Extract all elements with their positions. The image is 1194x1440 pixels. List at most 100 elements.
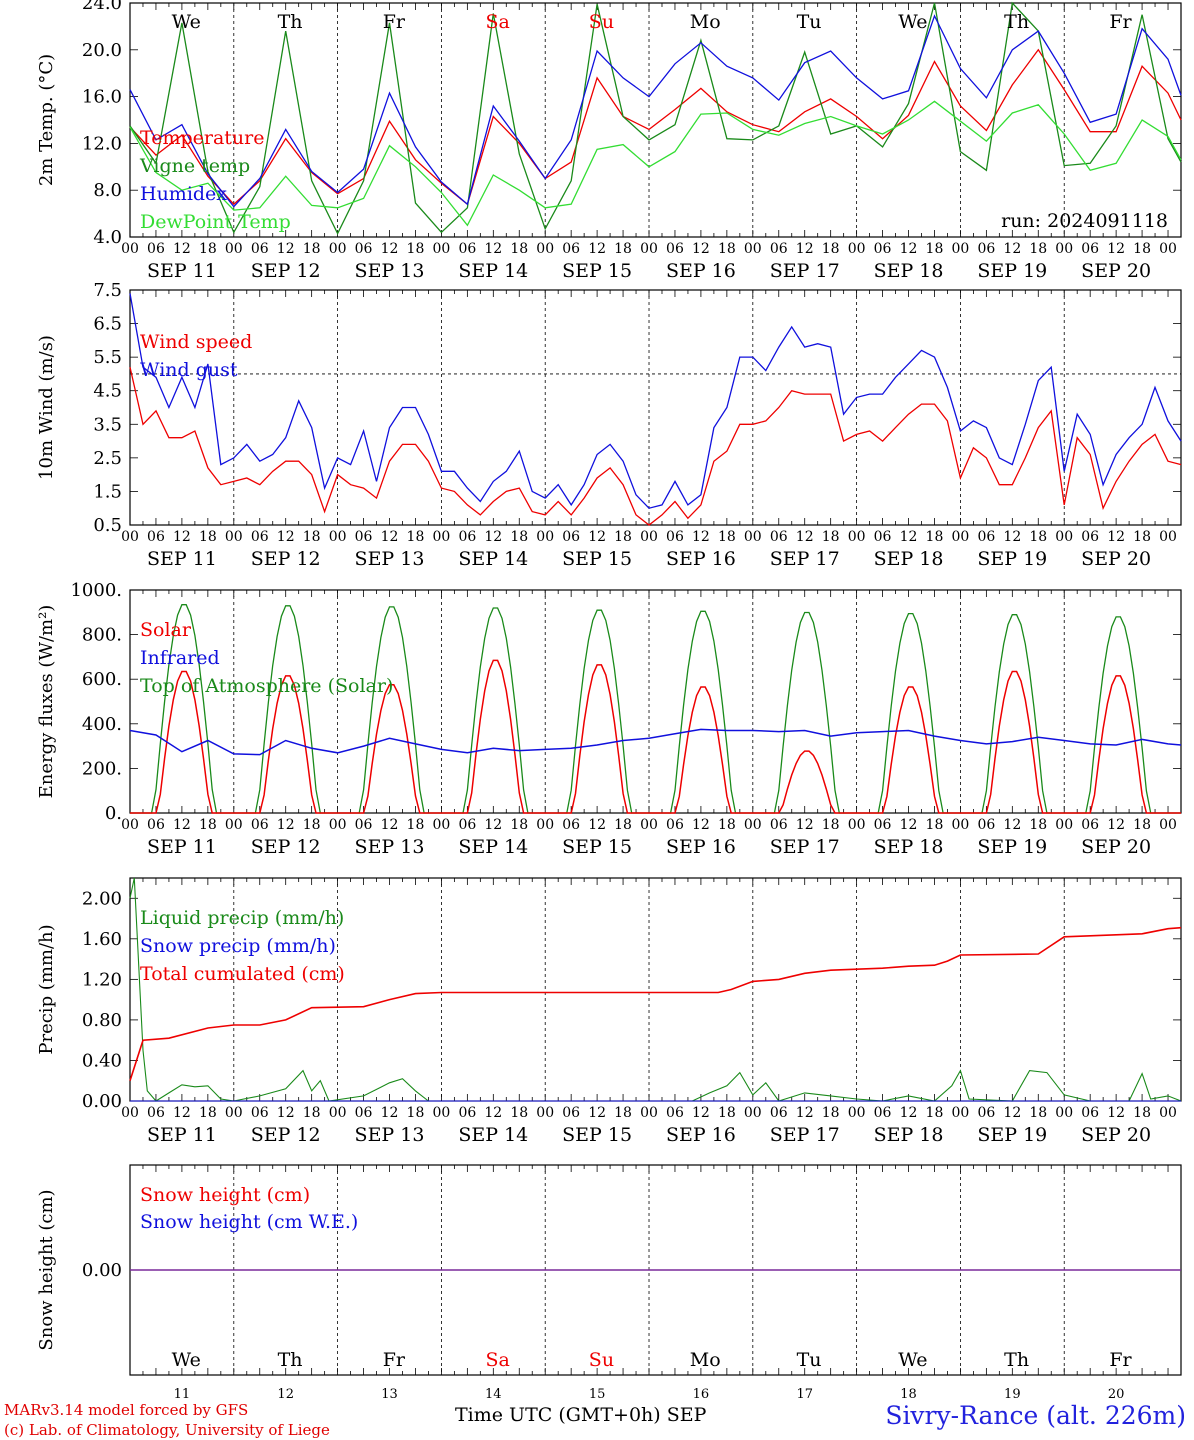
precip-hour-label: 18 xyxy=(822,1105,840,1121)
temp-day-label: We xyxy=(898,11,927,33)
snow-day-label: Th xyxy=(1004,1349,1029,1371)
snow-day-label: Su xyxy=(589,1349,614,1371)
wind-date-label: SEP 17 xyxy=(770,548,840,570)
energy-hour-label: 18 xyxy=(1029,817,1047,833)
energy-hour-label: 06 xyxy=(251,817,269,833)
wind-y-axis-label: 10m Wind (m/s) xyxy=(36,335,57,480)
snow-day-number: 17 xyxy=(796,1387,813,1402)
wind-hour-label: 12 xyxy=(484,529,502,545)
precip-y-tick-label: 0.80 xyxy=(82,1010,122,1031)
energy-y-tick-label: 600. xyxy=(82,669,122,690)
wind-hour-label: 06 xyxy=(251,529,269,545)
temp-day-label: Th xyxy=(1004,11,1029,33)
temp-hour-label: 18 xyxy=(718,241,736,257)
energy-hour-label: 06 xyxy=(977,817,995,833)
precip-date-label: SEP 16 xyxy=(666,1124,736,1146)
temp-legend-entry: Vigne temp xyxy=(139,155,250,177)
snow-day-label: Fr xyxy=(383,1349,406,1371)
energy-hour-label: 18 xyxy=(926,817,944,833)
wind-date-label: SEP 20 xyxy=(1081,548,1151,570)
wind-hour-label: 00 xyxy=(536,529,554,545)
temp-hour-label: 06 xyxy=(874,241,892,257)
energy-hour-label: 06 xyxy=(770,817,788,833)
wind-hour-label: 18 xyxy=(407,529,425,545)
energy-hour-label: 00 xyxy=(952,817,970,833)
energy-date-label: SEP 20 xyxy=(1081,836,1151,858)
precip-date-label: SEP 13 xyxy=(355,1124,425,1146)
energy-date-label: SEP 11 xyxy=(147,836,217,858)
energy-hour-label: 06 xyxy=(355,817,373,833)
temp-hour-label: 00 xyxy=(952,241,970,257)
temp-series-lightgreen xyxy=(129,100,1182,227)
energy-y-axis-label: Energy fluxes (W/m²) xyxy=(36,605,57,799)
temp-day-label: Th xyxy=(278,11,303,33)
wind-y-tick-label: 1.5 xyxy=(93,481,122,502)
wind-hour-label: 00 xyxy=(432,529,450,545)
precip-hour-label: 06 xyxy=(355,1105,373,1121)
energy-hour-label: 06 xyxy=(147,817,165,833)
temp-hour-label: 12 xyxy=(173,241,191,257)
snow-y-tick-label: 0.00 xyxy=(82,1260,122,1281)
wind-date-label: SEP 14 xyxy=(458,548,528,570)
temp-day-label: Fr xyxy=(383,11,406,33)
energy-hour-label: 18 xyxy=(199,817,217,833)
energy-legend-entry: Infrared xyxy=(140,647,220,669)
energy-date-label: SEP 15 xyxy=(562,836,632,858)
energy-hour-label: 12 xyxy=(588,817,606,833)
energy-series-solar xyxy=(130,659,1181,814)
precip-legend-entry: Snow precip (mm/h) xyxy=(140,935,336,957)
wind-hour-label: 18 xyxy=(822,529,840,545)
wind-hour-label: 06 xyxy=(770,529,788,545)
temp-date-label: SEP 15 xyxy=(562,260,632,282)
precip-hour-label: 18 xyxy=(926,1105,944,1121)
wind-hour-label: 12 xyxy=(1003,529,1021,545)
temp-date-label: SEP 14 xyxy=(458,260,528,282)
wind-hour-label: 06 xyxy=(666,529,684,545)
temp-y-axis-label: 2m Temp. (°C) xyxy=(36,54,57,186)
precip-hour-label: 12 xyxy=(796,1105,814,1121)
precip-hour-label: 06 xyxy=(562,1105,580,1121)
energy-date-label: SEP 19 xyxy=(977,836,1047,858)
energy-hour-label: 06 xyxy=(666,817,684,833)
precip-hour-label: 06 xyxy=(1081,1105,1099,1121)
precip-hour-label: 00 xyxy=(848,1105,866,1121)
energy-hour-label: 06 xyxy=(458,817,476,833)
energy-hour-label: 06 xyxy=(562,817,580,833)
precip-hour-label: 18 xyxy=(199,1105,217,1121)
precip-hour-label: 00 xyxy=(329,1105,347,1121)
precip-hour-label: 12 xyxy=(1107,1105,1125,1121)
temp-y-tick-label: 16.0 xyxy=(82,87,122,108)
precip-hour-label: 00 xyxy=(1159,1105,1177,1121)
wind-hour-label: 12 xyxy=(796,529,814,545)
temp-hour-label: 06 xyxy=(458,241,476,257)
wind-date-label: SEP 15 xyxy=(562,548,632,570)
snow-day-number: 20 xyxy=(1108,1387,1125,1402)
precip-y-tick-label: 2.00 xyxy=(82,888,122,909)
temp-hour-label: 06 xyxy=(147,241,165,257)
temp-day-label: Su xyxy=(589,11,614,33)
precip-hour-label: 18 xyxy=(510,1105,528,1121)
snow-day-label: Th xyxy=(278,1349,303,1371)
temp-hour-label: 18 xyxy=(1133,241,1151,257)
wind-date-label: SEP 16 xyxy=(666,548,736,570)
temp-hour-label: 12 xyxy=(484,241,502,257)
wind-hour-label: 00 xyxy=(121,529,139,545)
wind-hour-label: 00 xyxy=(329,529,347,545)
energy-hour-label: 12 xyxy=(692,817,710,833)
energy-y-tick-label: 400. xyxy=(82,714,122,735)
wind-hour-label: 06 xyxy=(355,529,373,545)
temp-date-label: SEP 11 xyxy=(147,260,217,282)
energy-date-label: SEP 18 xyxy=(874,836,944,858)
temp-hour-label: 18 xyxy=(510,241,528,257)
wind-hour-label: 06 xyxy=(874,529,892,545)
wind-series-red xyxy=(129,367,1182,526)
temp-hour-label: 00 xyxy=(432,241,450,257)
temp-date-label: SEP 20 xyxy=(1081,260,1151,282)
wind-hour-label: 06 xyxy=(562,529,580,545)
temp-hour-label: 00 xyxy=(225,241,243,257)
wind-date-label: SEP 18 xyxy=(874,548,944,570)
precip-hour-label: 18 xyxy=(303,1105,321,1121)
energy-hour-label: 00 xyxy=(640,817,658,833)
temp-hour-label: 12 xyxy=(277,241,295,257)
temp-day-label: We xyxy=(172,11,201,33)
